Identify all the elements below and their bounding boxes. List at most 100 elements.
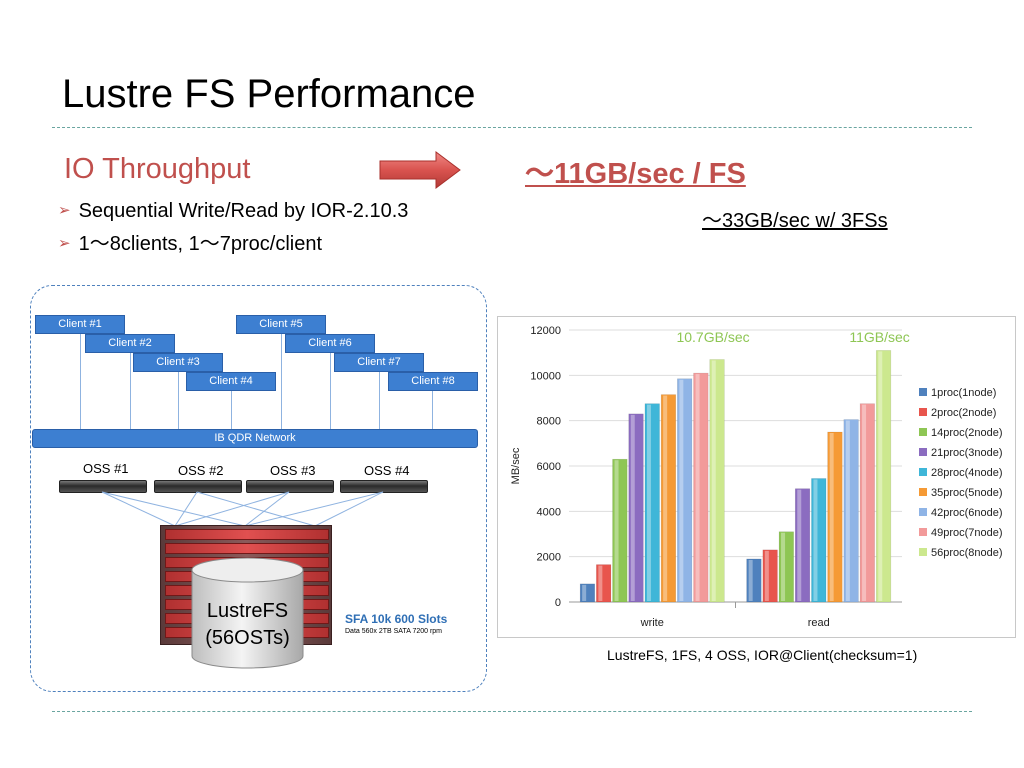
x-tick-label: write — [640, 617, 664, 629]
bullet-item: ➢ Sequential Write/Read by IOR-2.10.3 — [58, 200, 408, 223]
y-tick-label: 8000 — [537, 416, 561, 428]
bar-highlight — [781, 532, 786, 601]
oss-label: OSS #4 — [364, 463, 410, 478]
section-subtitle: IO Throughput — [64, 153, 251, 185]
bottom-separator — [52, 711, 972, 712]
bar-highlight — [711, 360, 716, 601]
database-cylinder-icon — [191, 557, 304, 669]
legend-entry: 2proc(2node) — [931, 407, 996, 419]
rack-unit — [165, 543, 329, 554]
bar-highlight — [878, 351, 883, 601]
client-node: Client #8 — [388, 372, 478, 391]
client-link — [80, 332, 81, 429]
legend-entry: 35proc(5node) — [931, 487, 1003, 499]
bar — [746, 558, 762, 603]
slide-title: Lustre FS Performance — [62, 72, 476, 116]
client-link — [130, 351, 131, 429]
y-tick-label: 4000 — [537, 506, 561, 518]
oss-label: OSS #3 — [270, 463, 316, 478]
legend-entry: 28proc(4node) — [931, 467, 1003, 479]
peak-annotation: 11GB/sec — [849, 329, 909, 345]
bar — [693, 372, 709, 603]
legend-swatch — [919, 388, 927, 396]
oss-label: OSS #1 — [83, 461, 129, 476]
legend-entry: 56proc(8node) — [931, 547, 1003, 559]
bar — [794, 488, 811, 603]
legend-swatch — [919, 488, 927, 496]
y-tick-label: 10000 — [530, 370, 561, 382]
bullet-item: ➢ 1～8clients, 1～7proc/client — [58, 227, 322, 256]
bullet-text: 1～8clients, 1～7proc/client — [78, 233, 323, 255]
bar-highlight — [748, 559, 753, 601]
bar-highlight — [679, 379, 684, 601]
oss-storage-links — [101, 491, 384, 527]
legend-swatch — [919, 428, 927, 436]
legend-entry: 1proc(1node) — [931, 387, 996, 399]
y-tick-label: 12000 — [530, 325, 561, 337]
bar — [628, 413, 644, 603]
bar — [762, 549, 778, 603]
bar — [827, 431, 843, 603]
bar-highlight — [598, 565, 603, 601]
bar-highlight — [663, 395, 668, 601]
legend-swatch — [919, 448, 927, 456]
storage-label: LustreFS (56OSTs) — [190, 598, 305, 652]
sfa-subtitle: Data 560x 2TB SATA 7200 rpm — [345, 628, 443, 635]
client-node: Client #2 — [85, 334, 175, 353]
bar — [709, 359, 725, 603]
legend-entry: 21proc(3node) — [931, 447, 1003, 459]
client-node: Client #5 — [236, 315, 326, 334]
bar-highlight — [695, 374, 700, 601]
client-node: Client #6 — [285, 334, 375, 353]
storage-label-line1: LustreFS — [206, 600, 289, 622]
bar — [660, 394, 677, 603]
legend-swatch — [919, 508, 927, 516]
bar — [859, 403, 875, 603]
bar — [612, 458, 628, 603]
client-link — [281, 332, 282, 429]
bar — [677, 378, 693, 603]
bar — [875, 350, 892, 603]
arrowhead-bullet-icon: ➢ — [58, 235, 71, 252]
legend-swatch — [919, 528, 927, 536]
x-tick-label: read — [808, 617, 830, 629]
y-tick-label: 0 — [555, 597, 561, 609]
legend-swatch — [919, 408, 927, 416]
ib-network-bar: IB QDR Network — [32, 429, 478, 448]
client-link — [379, 370, 380, 429]
bar — [579, 583, 596, 603]
bar-highlight — [797, 489, 802, 601]
y-tick-label: 6000 — [537, 461, 561, 473]
bullet-text: Sequential Write/Read by IOR-2.10.3 — [78, 200, 409, 222]
storage-label-line2: (56OSTs) — [205, 627, 290, 649]
bar-highlight — [582, 584, 587, 601]
legend-swatch — [919, 468, 927, 476]
rack-unit — [165, 529, 329, 540]
client-link — [231, 389, 232, 429]
throughput-bar-chart: 0 2000 4000 6000 8000 10000 12000 write read MB/s… — [510, 325, 1003, 629]
bar-highlight — [829, 433, 834, 601]
client-node: Client #1 — [35, 315, 125, 334]
legend-swatch — [919, 548, 927, 556]
chart-caption: LustreFS, 1FS, 4 OSS, IOR@Client(checksu… — [607, 647, 918, 663]
bar — [778, 531, 794, 603]
oss-server — [340, 480, 428, 493]
bar — [811, 478, 827, 603]
client-link — [178, 370, 179, 429]
bar-highlight — [845, 420, 850, 601]
legend-entry: 49proc(7node) — [931, 527, 1003, 539]
aggregate-throughput-note: ～33GB/sec w/ 3FSs — [702, 210, 888, 232]
legend-entry: 42proc(6node) — [931, 507, 1003, 519]
bar-highlight — [813, 479, 818, 601]
bar-highlight — [862, 404, 867, 601]
client-link — [432, 389, 433, 429]
client-node: Client #4 — [186, 372, 276, 391]
bar-highlight — [614, 460, 619, 601]
y-tick-label: 2000 — [537, 552, 561, 564]
throughput-headline: ～11GB/sec / FS — [525, 158, 746, 190]
oss-server — [246, 480, 334, 493]
y-axis-label: MB/sec — [510, 447, 522, 484]
bar-highlight — [764, 550, 769, 601]
bar — [596, 564, 612, 603]
bar-highlight — [646, 404, 651, 601]
